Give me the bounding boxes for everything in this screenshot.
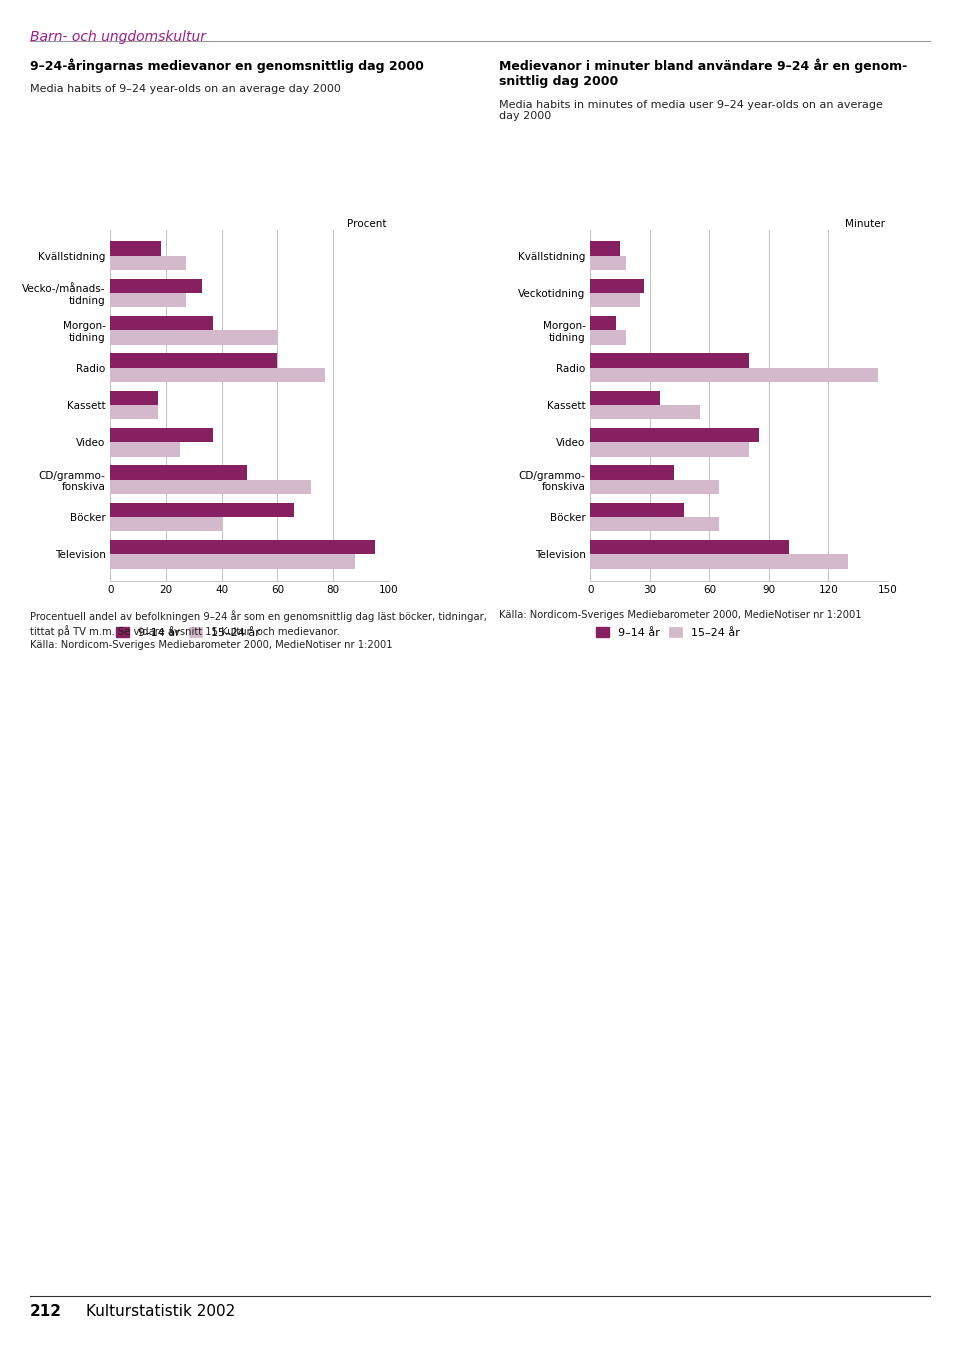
- Bar: [110, 540, 374, 555]
- Bar: [590, 367, 878, 382]
- Bar: [110, 255, 185, 270]
- Bar: [110, 555, 355, 568]
- Text: Kulturstatistik 2002: Kulturstatistik 2002: [86, 1304, 235, 1319]
- Text: Minuter: Minuter: [845, 219, 885, 228]
- Text: Procentuell andel av befolkningen 9–24 år som en genomsnittlig dag läst böcker, : Procentuell andel av befolkningen 9–24 å…: [30, 610, 487, 622]
- Bar: [110, 443, 180, 456]
- Bar: [110, 502, 294, 517]
- Bar: [590, 428, 759, 443]
- Bar: [590, 540, 789, 555]
- Bar: [590, 279, 644, 293]
- Text: Media habits of 9–24 year-olds on an average day 2000: Media habits of 9–24 year-olds on an ave…: [30, 84, 341, 93]
- Bar: [110, 517, 222, 531]
- Bar: [590, 502, 684, 517]
- Bar: [590, 466, 674, 479]
- Text: tittat på TV m.m. Se vidare avsnitt 15 Kultur- och medievanor.: tittat på TV m.m. Se vidare avsnitt 15 K…: [30, 625, 340, 637]
- Text: Procent: Procent: [347, 219, 386, 228]
- Text: Källa: Nordicom-Sveriges Mediebarometer 2000, MedieNotiser nr 1:2001: Källa: Nordicom-Sveriges Mediebarometer …: [499, 610, 862, 620]
- Bar: [590, 555, 849, 568]
- Text: Media habits in minutes of media user 9–24 year-olds on an average
day 2000: Media habits in minutes of media user 9–…: [499, 100, 883, 122]
- Bar: [110, 279, 203, 293]
- Bar: [590, 242, 620, 255]
- Legend: 9–14 år, 15–24 år: 9–14 år, 15–24 år: [596, 628, 740, 639]
- Bar: [590, 390, 660, 405]
- Bar: [110, 405, 157, 420]
- Bar: [110, 367, 324, 382]
- Text: 9–24-åringarnas medievanor en genomsnittlig dag 2000: 9–24-åringarnas medievanor en genomsnitt…: [30, 58, 423, 73]
- Bar: [110, 242, 160, 255]
- Bar: [590, 443, 749, 456]
- Bar: [590, 255, 626, 270]
- Bar: [110, 479, 311, 494]
- Bar: [110, 316, 213, 331]
- Bar: [590, 316, 616, 331]
- Bar: [590, 293, 640, 308]
- Bar: [590, 331, 626, 344]
- Bar: [110, 331, 277, 344]
- Bar: [110, 293, 185, 308]
- Bar: [590, 479, 719, 494]
- Bar: [110, 428, 213, 443]
- Bar: [590, 405, 700, 420]
- Legend: 9–14 år, 15–24 år: 9–14 år, 15–24 år: [116, 628, 260, 639]
- Bar: [110, 466, 247, 479]
- Bar: [590, 517, 719, 531]
- Text: Barn- och ungdomskultur: Barn- och ungdomskultur: [30, 30, 205, 43]
- Text: 212: 212: [30, 1304, 61, 1319]
- Text: Medievanor i minuter bland användare 9–24 år en genom-
snittlig dag 2000: Medievanor i minuter bland användare 9–2…: [499, 58, 907, 88]
- Bar: [590, 354, 749, 367]
- Text: Källa: Nordicom-Sveriges Mediebarometer 2000, MedieNotiser nr 1:2001: Källa: Nordicom-Sveriges Mediebarometer …: [30, 640, 393, 649]
- Bar: [110, 390, 157, 405]
- Bar: [110, 354, 277, 367]
